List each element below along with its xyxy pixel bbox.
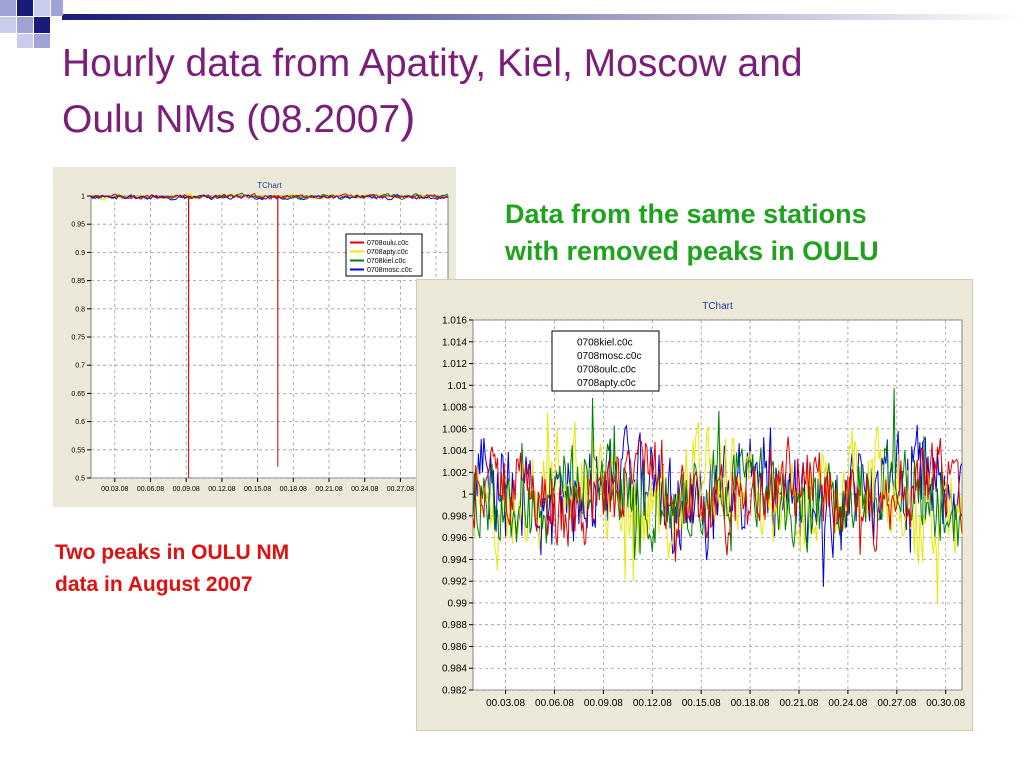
deco-square <box>0 0 16 16</box>
note-removed-peaks: Data from the same stations with removed… <box>505 196 1005 270</box>
slide-title-line1: Hourly data from Apatity, Kiel, Moscow a… <box>62 42 803 85</box>
decorative-squares <box>0 0 1024 48</box>
x-tick-label: 00.24.08 <box>828 698 867 709</box>
y-tick-label: 0.6 <box>75 419 85 426</box>
chart-panel-raw: TChart 1 0.95 0.9 0.85 0.8 0.75 0.7 0.65 0.6 0.55 0… <box>53 167 456 507</box>
series-line-0708mosc-c0c <box>472 424 963 587</box>
deco-square <box>17 34 33 48</box>
deco-square <box>34 0 50 16</box>
chart-title: TChart <box>257 181 282 190</box>
legend-box <box>551 330 660 392</box>
deco-square <box>17 17 33 33</box>
legend-label: 0708apty.c0c <box>577 378 636 389</box>
y-tick-label: 0.75 <box>71 334 85 341</box>
header-gradient-bar <box>62 14 1024 20</box>
x-tick-label: 00.12.08 <box>208 486 235 493</box>
note-red-line1: Two peaks in OULU NM <box>55 541 290 564</box>
x-tick-label: 00.30.08 <box>926 698 965 709</box>
y-tick-label: 1.012 <box>442 359 467 370</box>
y-tick-label: 1.004 <box>442 446 467 457</box>
x-tick-label: 00.06.08 <box>535 698 574 709</box>
y-tick-label: 0.9 <box>75 250 85 257</box>
note-red-line2: data in August 2007 <box>55 573 253 596</box>
legend-label: 0708kiel.c0c <box>367 258 406 265</box>
y-tick-label: 0.982 <box>442 686 467 697</box>
deco-square <box>34 17 50 33</box>
y-tick-label: 0.7 <box>75 363 85 370</box>
legend-label: 0708mosc.c0c <box>367 267 413 274</box>
y-tick-label: 0.99 <box>448 598 468 609</box>
y-tick-label: 0.988 <box>442 620 467 631</box>
note-two-peaks: Two peaks in OULU NM data in August 2007 <box>55 537 395 601</box>
y-tick-label: 1.002 <box>442 468 467 479</box>
series-line-0708kiel-c0c <box>472 436 963 562</box>
y-tick-label: 0.996 <box>442 533 467 544</box>
x-tick-label: 00.12.08 <box>633 698 672 709</box>
x-tick-label: 00.15.08 <box>682 698 721 709</box>
legend-label: 0708oulu.c0c <box>367 240 409 247</box>
note-green-line2: with removed peaks in OULU <box>505 236 879 266</box>
y-tick-label: 1 <box>461 490 467 501</box>
deco-square <box>0 17 16 33</box>
x-tick-label: 00.09.08 <box>173 486 200 493</box>
y-tick-label: 1.01 <box>448 381 468 392</box>
y-tick-label: 0.994 <box>442 555 467 566</box>
x-tick-label: 00.03.08 <box>101 486 128 493</box>
y-tick-label: 0.986 <box>442 642 467 653</box>
y-tick-label: 1 <box>81 193 85 200</box>
y-tick-label: 0.85 <box>71 278 85 285</box>
slide-title-paren: ) <box>400 90 416 142</box>
legend-label: 0708oulc.c0c <box>577 364 636 375</box>
x-tick-label: 00.15.08 <box>244 486 271 493</box>
x-tick-label: 00.09.08 <box>584 698 623 709</box>
x-tick-label: 00.18.08 <box>280 486 307 493</box>
series-line-0708oulc-c0c <box>472 388 963 560</box>
y-tick-label: 0.65 <box>71 391 85 398</box>
y-tick-label: 0.8 <box>75 306 85 313</box>
chart-panel-cleaned: TChart 1.016 1.014 1.012 1.01 1.008 1.006 1.004… <box>417 280 972 730</box>
y-tick-label: 0.998 <box>442 511 467 522</box>
chart-raw-oulu-peaks: TChart 1 0.95 0.9 0.85 0.8 0.75 0.7 0.65 0.6 0.55 0… <box>71 181 449 493</box>
y-tick-label: 1.016 <box>442 316 467 327</box>
deco-square <box>51 0 63 16</box>
y-tick-label: 0.992 <box>442 577 467 588</box>
x-tick-label: 00.21.08 <box>315 486 342 493</box>
y-tick-label: 1.008 <box>442 403 467 414</box>
y-tick-label: 0.55 <box>71 447 85 454</box>
legend-label: 0708kiel.c0c <box>577 337 633 348</box>
note-green-line1: Data from the same stations <box>505 199 867 229</box>
x-tick-label: 00.18.08 <box>731 698 770 709</box>
legend-label: 0708mosc.c0c <box>577 351 641 362</box>
slide-title-line2: Oulu NMs (08.2007 <box>62 98 401 141</box>
series-line-0708mosc-c0c <box>90 194 449 201</box>
x-tick-label: 00.27.08 <box>387 486 414 493</box>
x-tick-label: 00.21.08 <box>780 698 819 709</box>
x-tick-label: 00.03.08 <box>486 698 525 709</box>
chart-title: TChart <box>702 301 733 312</box>
y-tick-label: 0.5 <box>75 475 85 482</box>
deco-square <box>34 34 50 48</box>
x-tick-label: 00.24.08 <box>351 486 378 493</box>
x-tick-label: 00.27.08 <box>877 698 916 709</box>
slide-title: Hourly data from Apatity, Kiel, Moscow a… <box>62 38 962 146</box>
y-tick-label: 0.95 <box>71 222 85 229</box>
series-line-0708oulu-c0c <box>90 193 449 479</box>
y-tick-label: 0.984 <box>442 664 467 675</box>
deco-square <box>17 0 33 16</box>
y-tick-label: 1.014 <box>442 337 467 348</box>
y-tick-label: 1.006 <box>442 424 467 435</box>
chart-cleaned: TChart 1.016 1.014 1.012 1.01 1.008 1.006 1.004… <box>442 301 966 709</box>
x-tick-label: 00.06.08 <box>137 486 164 493</box>
legend-label: 0708apty.c0c <box>367 249 409 256</box>
